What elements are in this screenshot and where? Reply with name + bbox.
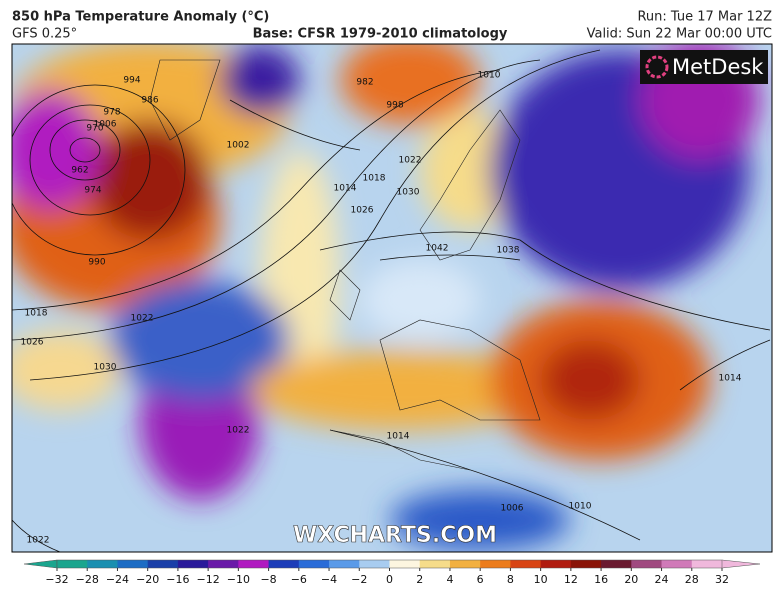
isobar-label: 990 [88,258,105,268]
run: Run: Tue 17 Mar 12Z [637,10,772,25]
colorbar-tick-label: 10 [534,573,548,586]
title: 850 hPa Temperature Anomaly (°C) [12,10,269,25]
colorbar-segment [329,560,360,568]
base: Base: CFSR 1979-2010 climatology [253,27,508,42]
colorbar-segment [631,560,663,568]
colorbar-segment [540,560,572,568]
colorbar-segment [87,560,118,568]
colorbar-tick-label: 28 [685,573,699,586]
colorbar-segment [298,560,330,568]
isobar-label: 974 [84,186,101,196]
isobar-label: 1018 [25,309,48,319]
colorbar-segment [208,560,239,568]
colorbar-tick-label: −6 [291,573,307,586]
isobar-label: 962 [71,166,88,176]
colorbar-segment [147,560,179,568]
colorbar-tick-label: −28 [76,573,99,586]
isobar-label: 1006 [94,120,117,130]
colorbar-tick-label: −10 [227,573,250,586]
colorbar-tick-label: −2 [351,573,367,586]
isobar-label: 1022 [399,156,422,166]
colorbar-tick-label: 12 [564,573,578,586]
colorbar-tick-label: −4 [321,573,337,586]
isobar-label: 994 [123,76,140,86]
colorbar-segment [661,560,693,568]
watermark: WXCHARTS.COM [293,523,497,548]
isobar-label: 1038 [497,246,520,256]
isobar-label: 1030 [94,363,117,373]
isobar-label: 1022 [27,536,50,546]
colorbar-segment [389,560,421,568]
colorbar-segment [57,560,88,568]
colorbar-segment [238,560,270,568]
colorbar-tick-label: −24 [106,573,129,586]
colorbar-tick-label: 8 [507,573,514,586]
isobar-label: 1014 [719,374,742,384]
isobar-label: 970 [86,124,103,134]
colorbar-tick-label: 6 [477,573,484,586]
isobar-label: 986 [141,96,158,106]
isobar-label: 978 [103,108,120,118]
colorbar-tick-label: −16 [166,573,189,586]
colorbar-segment [691,560,723,568]
colorbar-tick-label: 32 [715,573,729,586]
isobar-label: 1026 [351,206,374,216]
colorbar-segment [268,560,300,568]
valid: Valid: Sun 22 Mar 00:00 UTC [587,27,772,42]
colorbar-segment [419,560,451,568]
colorbar-tick-label: 24 [655,573,669,586]
colorbar-tick-label: −8 [260,573,276,586]
map-frame [11,43,773,553]
colorbar-segment [601,560,632,568]
colorbar-tick-label: 20 [624,573,638,586]
isobar-label: 1002 [227,141,250,151]
isobar-label: 1018 [363,174,386,184]
isobar-label: 1022 [131,314,154,324]
isobar-label: 998 [386,101,403,111]
colorbar-tick-label: −32 [45,573,68,586]
colorbar-segment [480,560,511,568]
isobar-label: 1030 [397,188,420,198]
colorbar-segment [510,560,542,568]
isobar-label: 1010 [478,71,501,81]
colorbar-tick-label: 4 [446,573,453,586]
isobar-label: 982 [356,78,373,88]
isobar-label: 1010 [569,502,592,512]
colorbar-tick-label: 16 [594,573,608,586]
colorbar-tick-label: −12 [197,573,220,586]
colorbar-tick-label: 2 [416,573,423,586]
colorbar-arrow [721,559,761,569]
colorbar-tick-label: −20 [136,573,159,586]
colorbar-arrow [23,559,58,569]
isobar-label: 1014 [334,184,357,194]
logo: MetDesk [672,55,764,79]
colorbar-segment [359,560,390,568]
isobar-label: 1022 [227,426,250,436]
colorbar-tick-label: 0 [386,573,393,586]
isobar-label: 1006 [501,504,524,514]
colorbar-segment [117,560,149,568]
colorbar-segment [177,560,209,568]
colorbar-segment [449,560,481,568]
isobar-label: 1042 [426,244,449,254]
colorbar: −32 −28 −24 −20 −16 −12 −10 −8 −6 −4 −2 0 2 4 6 8 10 12 16… [23,559,761,586]
isobar-label: 1026 [21,338,44,348]
model: GFS 0.25° [12,27,77,42]
colorbar-segment [570,560,602,568]
isobar-label: 1014 [387,432,410,442]
